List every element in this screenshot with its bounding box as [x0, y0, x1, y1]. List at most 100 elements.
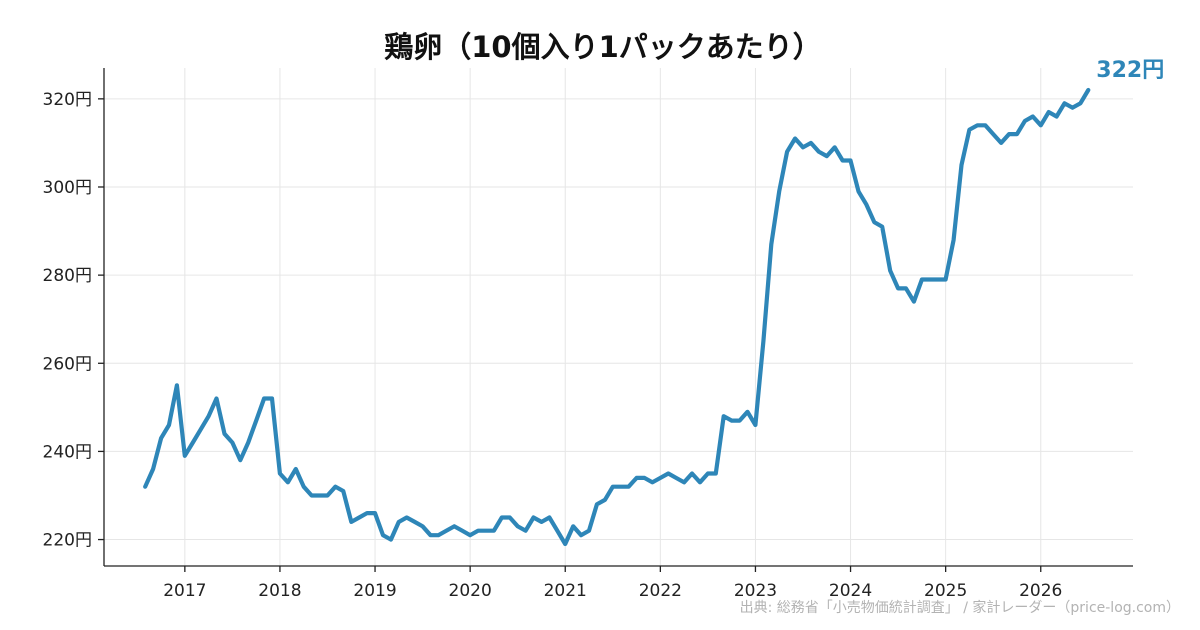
source-credit: 出典: 総務省「小売物価統計調査」 / 家計レーダー（price-log.com… — [740, 599, 1180, 616]
x-tick-label: 2024 — [829, 581, 872, 601]
x-tick-label: 2022 — [639, 581, 682, 601]
data-point — [222, 432, 226, 436]
data-point — [476, 529, 480, 533]
data-point — [746, 410, 750, 414]
data-point — [920, 278, 924, 282]
data-point — [603, 498, 607, 502]
data-point — [817, 150, 821, 154]
data-point — [468, 533, 472, 537]
data-point — [143, 485, 147, 489]
data-point — [318, 493, 322, 497]
data-point — [793, 137, 797, 141]
x-tick-label: 2017 — [163, 581, 206, 601]
data-point — [912, 300, 916, 304]
data-point — [333, 485, 337, 489]
data-point — [761, 339, 765, 343]
data-point — [682, 480, 686, 484]
data-point — [872, 220, 876, 224]
data-point — [397, 520, 401, 524]
y-tick-label: 260円 — [43, 354, 92, 374]
data-point — [1070, 106, 1074, 110]
x-tick-label: 2018 — [258, 581, 301, 601]
data-point — [650, 480, 654, 484]
y-tick-label: 300円 — [43, 178, 92, 198]
data-point — [230, 441, 234, 445]
data-point — [714, 471, 718, 475]
data-point — [642, 476, 646, 480]
data-point — [785, 150, 789, 154]
data-point — [1023, 119, 1027, 123]
data-point — [944, 278, 948, 282]
data-point — [666, 471, 670, 475]
data-point — [967, 128, 971, 132]
data-point — [579, 533, 583, 537]
data-point — [563, 542, 567, 546]
data-point — [849, 159, 853, 163]
data-point — [516, 524, 520, 528]
data-point — [341, 489, 345, 493]
data-point — [167, 423, 171, 427]
x-tick-label: 2025 — [924, 581, 967, 601]
data-point — [310, 493, 314, 497]
data-point — [151, 467, 155, 471]
data-point — [983, 123, 987, 127]
data-point — [159, 436, 163, 440]
data-point — [928, 278, 932, 282]
data-point — [1007, 132, 1011, 136]
data-point — [856, 189, 860, 193]
data-point — [270, 397, 274, 401]
x-tick-label: 2026 — [1019, 581, 1062, 601]
data-point — [1039, 123, 1043, 127]
data-point — [1031, 114, 1035, 118]
data-point — [199, 427, 203, 431]
data-point — [722, 414, 726, 418]
data-point — [452, 524, 456, 528]
data-point — [429, 533, 433, 537]
data-point — [801, 145, 805, 149]
y-axis-ticks: 220円 240円 260円 280円 300円 320円 — [43, 90, 104, 551]
data-point — [365, 511, 369, 515]
data-point — [738, 419, 742, 423]
data-point — [460, 529, 464, 533]
data-point — [254, 419, 258, 423]
data-point — [357, 516, 361, 520]
data-point — [405, 516, 409, 520]
data-point — [532, 516, 536, 520]
data-point — [492, 529, 496, 533]
y-tick-label: 320円 — [43, 90, 92, 110]
data-point — [730, 419, 734, 423]
data-point — [809, 141, 813, 145]
data-point — [246, 441, 250, 445]
y-tick-label: 220円 — [43, 531, 92, 551]
data-point — [524, 529, 528, 533]
data-point — [413, 520, 417, 524]
data-point — [1086, 88, 1090, 92]
data-point — [508, 516, 512, 520]
data-point — [1047, 110, 1051, 114]
y-tick-label: 280円 — [43, 266, 92, 286]
data-point — [769, 242, 773, 246]
x-tick-label: 2021 — [544, 581, 587, 601]
data-point — [777, 189, 781, 193]
data-point — [500, 516, 504, 520]
x-tick-label: 2019 — [353, 581, 396, 601]
data-point — [381, 533, 385, 537]
chart-title: 鶏卵（10個入り1パックあたり） — [384, 30, 822, 64]
data-point — [960, 163, 964, 167]
data-point — [436, 533, 440, 537]
data-point — [325, 493, 329, 497]
data-point — [421, 524, 425, 528]
data-point — [484, 529, 488, 533]
end-value-label: 322円 — [1096, 58, 1164, 83]
data-point — [936, 278, 940, 282]
series-layer — [143, 87, 1091, 547]
data-point — [238, 458, 242, 462]
series-line-0 — [143, 87, 1091, 547]
data-point — [627, 485, 631, 489]
data-point — [175, 383, 179, 387]
data-point — [825, 154, 829, 158]
data-point — [904, 286, 908, 290]
data-point — [674, 476, 678, 480]
data-point — [444, 529, 448, 533]
